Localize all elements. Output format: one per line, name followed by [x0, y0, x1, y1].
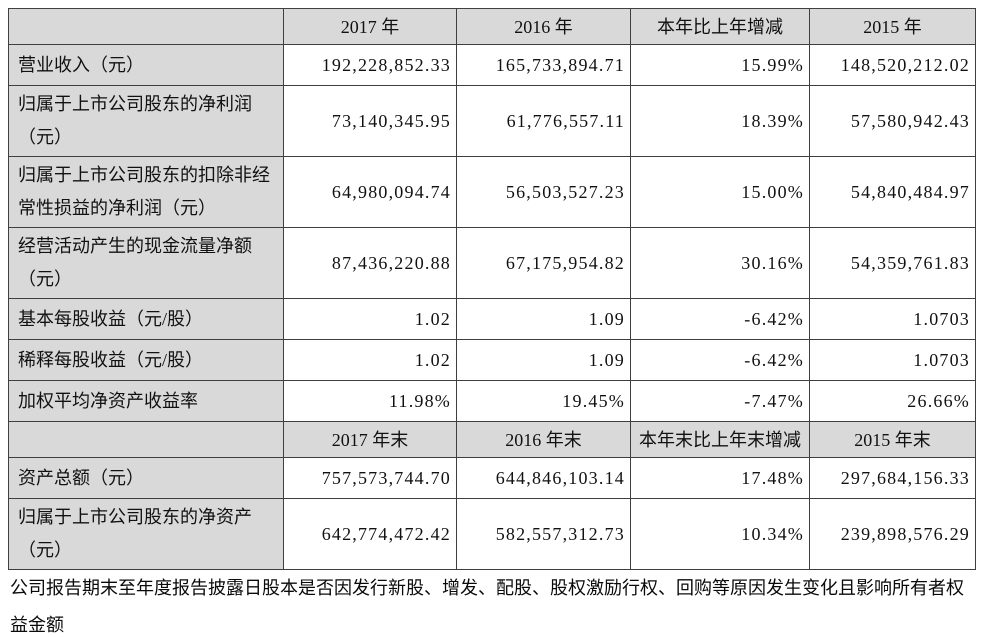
metric-value: 61,776,557.11	[456, 85, 631, 157]
metric-row: 稀释每股收益（元/股） 1.02 1.09 -6.42% 1.0703	[8, 339, 976, 381]
metric-value: 148,520,212.02	[809, 44, 976, 86]
metric-value: 15.00%	[630, 156, 810, 228]
metric-label: 归属于上市公司股东的扣除非经常性损益的净利润（元）	[8, 156, 284, 228]
metric-row: 基本每股收益（元/股） 1.02 1.09 -6.42% 1.0703	[8, 298, 976, 340]
metric-label: 稀释每股收益（元/股）	[8, 339, 284, 381]
corner-cell	[8, 421, 284, 458]
metric-label: 营业收入（元）	[8, 44, 284, 86]
metric-value: 30.16%	[630, 227, 810, 299]
metric-value: 582,557,312.73	[456, 498, 631, 570]
metric-row: 加权平均净资产收益率 11.98% 19.45% -7.47% 26.66%	[8, 380, 976, 422]
period-header-row: 2017 年末 2016 年末 本年末比上年末增减 2015 年末	[8, 421, 976, 458]
metric-label: 归属于上市公司股东的净利润（元）	[8, 85, 284, 157]
period-header-cell: 2016 年	[456, 8, 631, 45]
metric-value: 54,840,484.97	[809, 156, 976, 228]
metric-value: 1.02	[283, 298, 457, 340]
metric-value: 87,436,220.88	[283, 227, 457, 299]
metric-row: 资产总额（元） 757,573,744.70 644,846,103.14 17.48…	[8, 457, 976, 499]
metric-value: 73,140,345.95	[283, 85, 457, 157]
metric-value: 19.45%	[456, 380, 631, 422]
period-header-cell: 2015 年	[809, 8, 976, 45]
period-header-cell: 2017 年末	[283, 421, 457, 458]
period-header-cell: 本年比上年增减	[630, 8, 810, 45]
period-header-cell: 2016 年末	[456, 421, 631, 458]
metric-value: 1.02	[283, 339, 457, 381]
metric-value: 67,175,954.82	[456, 227, 631, 299]
metric-row: 营业收入（元） 192,228,852.33 165,733,894.71 15.99…	[8, 44, 976, 86]
metric-value: 642,774,472.42	[283, 498, 457, 570]
period-header-cell: 本年末比上年末增减	[630, 421, 810, 458]
metric-label: 资产总额（元）	[8, 457, 284, 499]
corner-cell	[8, 8, 284, 45]
metric-row: 归属于上市公司股东的净利润（元） 73,140,345.95 61,776,557.…	[8, 85, 976, 157]
metric-value: 57,580,942.43	[809, 85, 976, 157]
metric-value: 17.48%	[630, 457, 810, 499]
metric-value: -6.42%	[630, 339, 810, 381]
metric-value: 1.09	[456, 339, 631, 381]
metric-value: 192,228,852.33	[283, 44, 457, 86]
period-header-cell: 2017 年	[283, 8, 457, 45]
metric-label: 基本每股收益（元/股）	[8, 298, 284, 340]
metric-value: 26.66%	[809, 380, 976, 422]
metric-value: 757,573,744.70	[283, 457, 457, 499]
metric-label: 归属于上市公司股东的净资产（元）	[8, 498, 284, 570]
metric-label: 经营活动产生的现金流量净额（元）	[8, 227, 284, 299]
metric-value: 1.0703	[809, 298, 976, 340]
metric-row: 归属于上市公司股东的净资产（元） 642,774,472.42 582,557,31…	[8, 498, 976, 570]
metric-value: 54,359,761.83	[809, 227, 976, 299]
key-financials-table: 2017 年 2016 年本年比上年增减 2015 年营业收入（元） 192,228,…	[8, 8, 976, 570]
metric-value: -7.47%	[630, 380, 810, 422]
metric-value: 644,846,103.14	[456, 457, 631, 499]
share-capital-change-note: 公司报告期末至年度报告披露日股本是否因发行新股、增发、配股、股权激励行权、回购等…	[10, 578, 964, 635]
metric-row: 归属于上市公司股东的扣除非经常性损益的净利润（元） 64,980,094.74 56…	[8, 156, 976, 228]
metric-value: 165,733,894.71	[456, 44, 631, 86]
metric-value: 10.34%	[630, 498, 810, 570]
metric-value: 1.0703	[809, 339, 976, 381]
metric-value: 1.09	[456, 298, 631, 340]
metric-value: 18.39%	[630, 85, 810, 157]
metric-value: 64,980,094.74	[283, 156, 457, 228]
metric-label: 加权平均净资产收益率	[8, 380, 284, 422]
metric-row: 经营活动产生的现金流量净额（元） 87,436,220.88 67,175,954.…	[8, 227, 976, 299]
metric-value: 15.99%	[630, 44, 810, 86]
metric-value: 239,898,576.29	[809, 498, 976, 570]
period-header-cell: 2015 年末	[809, 421, 976, 458]
metric-value: 11.98%	[283, 380, 457, 422]
period-header-row: 2017 年 2016 年本年比上年增减 2015 年	[8, 8, 976, 45]
metric-value: -6.42%	[630, 298, 810, 340]
key-financials-table-wrap: 2017 年 2016 年本年比上年增减 2015 年营业收入（元） 192,228,…	[8, 8, 976, 570]
metric-value: 297,684,156.33	[809, 457, 976, 499]
metric-value: 56,503,527.23	[456, 156, 631, 228]
